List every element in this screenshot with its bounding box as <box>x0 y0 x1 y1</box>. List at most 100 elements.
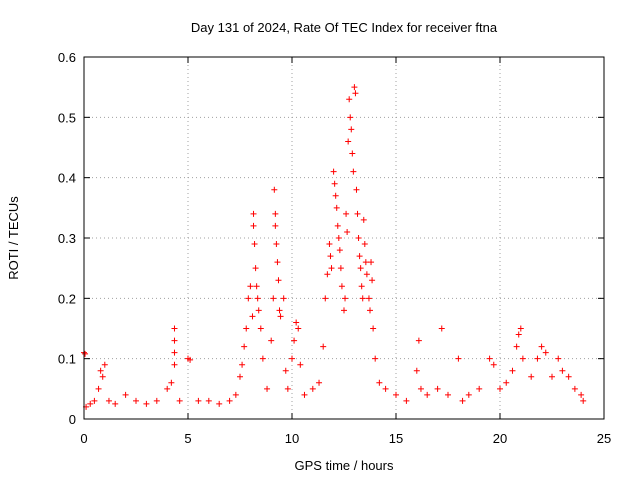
data-point-marker <box>168 379 175 386</box>
data-point-marker <box>316 379 323 386</box>
data-point-marker <box>293 319 300 326</box>
data-point-marker <box>205 397 212 404</box>
data-point-marker <box>355 235 362 241</box>
data-point-marker <box>393 391 399 398</box>
data-point-marker <box>133 397 139 404</box>
data-point-marker <box>334 222 341 229</box>
data-point-marker <box>101 361 108 368</box>
data-point-marker <box>264 385 271 392</box>
data-point-marker <box>513 343 520 350</box>
data-point-marker <box>249 313 256 320</box>
data-point-marker <box>358 283 365 290</box>
data-point-marker <box>91 397 98 404</box>
data-point-marker <box>331 180 338 187</box>
y-axis-label: ROTI / TECUs <box>6 196 21 280</box>
data-point-marker <box>372 355 379 362</box>
data-point-marker <box>370 325 377 332</box>
y-tick-label: 0.2 <box>58 291 76 306</box>
data-point-marker <box>350 168 357 175</box>
y-tick-label: 0.4 <box>58 171 76 186</box>
data-point-marker <box>528 373 535 380</box>
data-point-marker <box>476 385 483 392</box>
data-point-marker <box>517 325 524 332</box>
data-marks <box>81 84 587 410</box>
y-tick-label: 0.6 <box>58 50 76 65</box>
data-point-marker <box>284 385 291 392</box>
data-point-marker <box>276 307 283 314</box>
data-point-marker <box>549 373 555 380</box>
data-point-marker <box>216 400 223 407</box>
data-point-marker <box>280 295 287 302</box>
data-point-marker <box>509 367 516 374</box>
data-point-marker <box>241 343 248 350</box>
data-point-marker <box>252 265 259 272</box>
data-point-marker <box>455 355 462 362</box>
data-point-marker <box>555 355 562 362</box>
x-axis-label: GPS time / hours <box>295 458 394 473</box>
plot-frame <box>83 56 605 420</box>
data-point-marker <box>349 150 356 157</box>
y-tick-label: 0.5 <box>58 110 76 125</box>
data-point-marker <box>171 349 178 356</box>
data-point-marker <box>341 307 347 314</box>
data-point-marker <box>559 367 566 374</box>
data-point-marker <box>328 265 335 272</box>
data-point-marker <box>369 277 376 284</box>
data-point-marker <box>565 373 572 380</box>
data-point-marker <box>99 373 106 380</box>
data-point-marker <box>346 96 353 103</box>
data-point-marker <box>571 385 578 392</box>
data-point-marker <box>250 222 257 229</box>
data-point-marker <box>515 331 522 338</box>
data-point-marker <box>534 355 541 362</box>
grid-lines <box>84 57 604 419</box>
data-point-marker <box>578 391 585 398</box>
data-point-marker <box>542 349 549 356</box>
data-point-marker <box>351 84 358 91</box>
data-point-marker <box>459 397 466 404</box>
data-point-marker <box>538 343 545 350</box>
data-point-marker <box>239 361 246 368</box>
data-point-marker <box>360 216 367 223</box>
data-point-marker <box>255 307 262 314</box>
data-point-marker <box>486 355 493 362</box>
y-tick-label: 0.1 <box>58 352 76 367</box>
data-point-marker <box>243 325 250 332</box>
data-point-marker <box>332 192 339 199</box>
data-point-marker <box>272 210 279 217</box>
x-tick-label: 25 <box>597 431 611 446</box>
data-point-marker <box>97 367 104 374</box>
data-point-marker <box>195 397 202 404</box>
data-point-marker <box>291 337 298 344</box>
data-point-marker <box>333 204 340 211</box>
data-point-marker <box>352 90 359 97</box>
data-point-marker <box>254 295 261 302</box>
x-tick-label: 0 <box>80 431 87 446</box>
data-point-marker <box>257 325 264 332</box>
data-point-marker <box>164 385 171 392</box>
data-point-marker <box>232 391 239 398</box>
data-point-marker <box>295 325 302 332</box>
data-point-marker <box>322 295 329 302</box>
data-point-marker <box>336 247 343 254</box>
data-point-marker <box>445 391 451 398</box>
data-point-marker <box>403 397 410 404</box>
data-point-marker <box>112 400 119 407</box>
data-point-marker <box>580 397 587 404</box>
axis-ticks: 0 5 10 15 20 25 0 0.1 0.2 0.3 0.4 0.5 0.6 <box>58 50 611 446</box>
data-point-marker <box>376 379 383 386</box>
data-point-marker <box>417 385 424 392</box>
data-point-marker <box>282 367 289 374</box>
data-point-marker <box>415 337 422 344</box>
data-point-marker <box>272 222 279 229</box>
data-point-marker <box>253 283 260 290</box>
data-point-marker <box>465 391 472 398</box>
data-point-marker <box>176 397 183 404</box>
y-tick-label: 0 <box>69 412 76 427</box>
data-point-marker <box>171 337 178 344</box>
data-point-marker <box>259 355 266 362</box>
y-tick-label: 0.3 <box>58 231 76 246</box>
data-point-marker <box>345 138 352 145</box>
data-point-marker <box>353 186 360 193</box>
